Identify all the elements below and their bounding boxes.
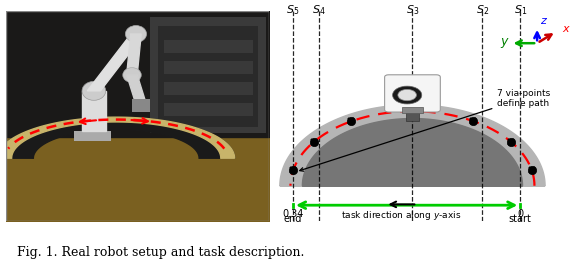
Polygon shape <box>0 117 235 158</box>
Text: 0.34: 0.34 <box>283 209 304 219</box>
Polygon shape <box>82 91 106 131</box>
Bar <box>402 107 423 113</box>
Bar <box>132 99 150 112</box>
Text: end: end <box>284 214 303 224</box>
Text: start: start <box>509 214 531 224</box>
Text: $S_{1}$: $S_{1}$ <box>514 4 527 17</box>
Bar <box>406 110 419 121</box>
Text: $S_{5}$: $S_{5}$ <box>287 4 300 17</box>
Bar <box>164 82 253 95</box>
Text: 7 via-points
define path: 7 via-points define path <box>300 89 551 171</box>
Circle shape <box>125 26 146 42</box>
Polygon shape <box>127 34 141 74</box>
Text: 0: 0 <box>517 209 523 219</box>
Text: $S_{3}$: $S_{3}$ <box>406 4 419 17</box>
Circle shape <box>82 81 106 100</box>
Text: $y$: $y$ <box>500 36 510 50</box>
Polygon shape <box>280 105 545 186</box>
FancyBboxPatch shape <box>384 75 440 112</box>
Circle shape <box>123 68 141 82</box>
Bar <box>150 17 266 133</box>
Bar <box>164 61 253 74</box>
Polygon shape <box>0 117 235 158</box>
Polygon shape <box>88 36 142 91</box>
Circle shape <box>398 89 416 101</box>
Text: $x$: $x$ <box>562 23 570 33</box>
Text: task direction along $y$-axis: task direction along $y$-axis <box>341 209 462 222</box>
Text: $S_{4}$: $S_{4}$ <box>312 4 326 17</box>
Bar <box>164 103 253 116</box>
Polygon shape <box>127 75 145 100</box>
Text: Fig. 1. Real robot setup and task description.: Fig. 1. Real robot setup and task descri… <box>17 246 304 259</box>
Text: $z$: $z$ <box>540 16 548 26</box>
Circle shape <box>392 86 422 104</box>
Bar <box>158 26 259 127</box>
Polygon shape <box>303 119 522 186</box>
Text: $S_{2}$: $S_{2}$ <box>476 4 489 17</box>
Bar <box>164 40 253 53</box>
Bar <box>74 131 111 141</box>
